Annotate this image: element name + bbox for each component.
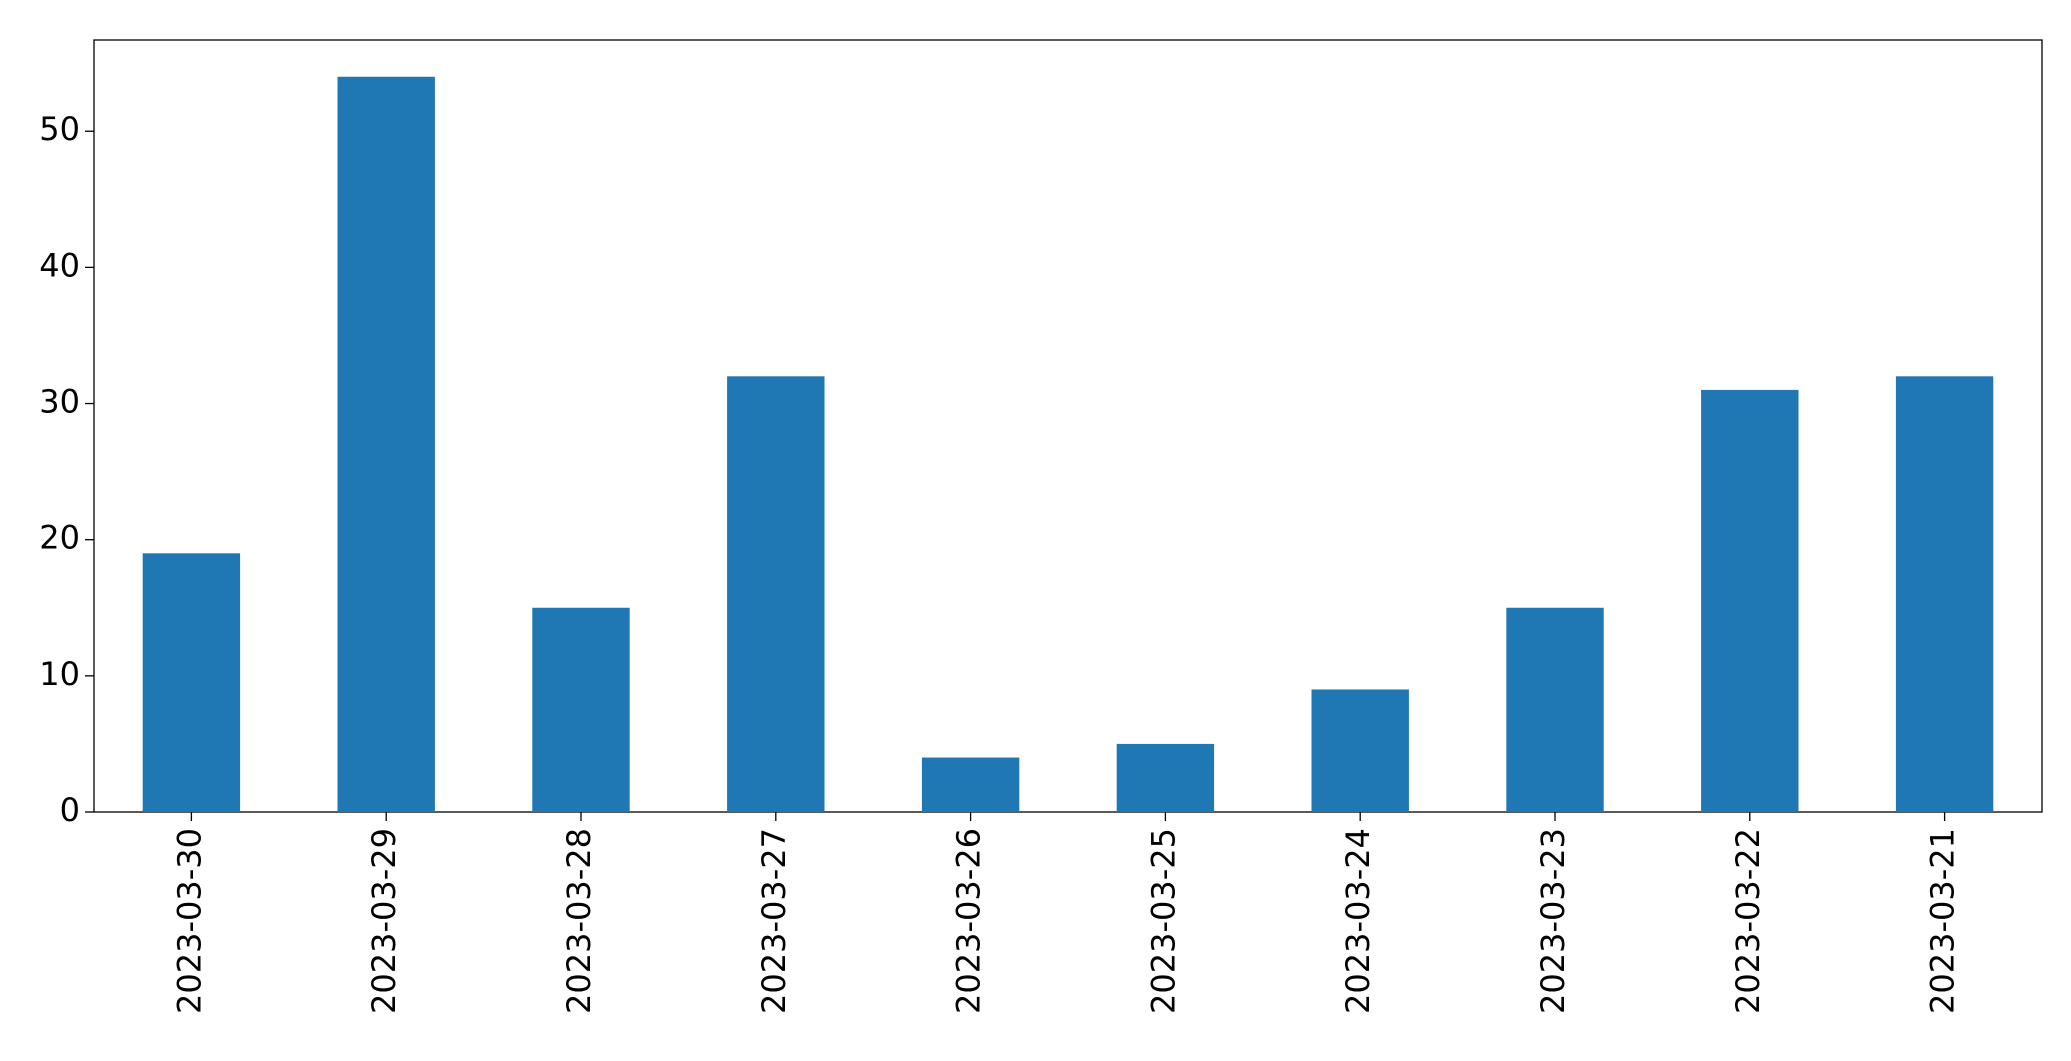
bar [337, 76, 435, 812]
bar [1701, 389, 1799, 812]
x-tick-label: 2023-03-24 [1339, 828, 1377, 1014]
x-tick-label: 2023-03-23 [1534, 828, 1572, 1014]
bar [921, 757, 1020, 812]
x-tick-label: 2023-03-29 [365, 828, 403, 1014]
bar [142, 553, 241, 812]
bar [1311, 689, 1409, 812]
bar [727, 376, 825, 812]
x-tick-label: 2023-03-21 [1924, 828, 1962, 1014]
x-tick-label: 2023-03-26 [950, 828, 988, 1014]
bar [1506, 607, 1604, 812]
y-tick-label: 10 [39, 655, 80, 693]
x-tick-label: 2023-03-28 [560, 828, 598, 1014]
y-tick-label: 50 [39, 110, 80, 148]
bar [1895, 376, 1994, 812]
y-tick-label: 0 [60, 791, 80, 829]
x-tick-label: 2023-03-25 [1144, 828, 1182, 1014]
x-tick-label: 2023-03-27 [755, 828, 793, 1014]
bar [532, 607, 630, 812]
x-tick-label: 2023-03-22 [1729, 828, 1767, 1014]
y-tick-label: 30 [39, 383, 80, 421]
bar [1116, 743, 1215, 812]
y-tick-label: 40 [39, 246, 80, 284]
x-tick-label: 2023-03-30 [170, 828, 208, 1014]
y-tick-label: 20 [39, 519, 80, 557]
plot-frame [93, 39, 2043, 813]
